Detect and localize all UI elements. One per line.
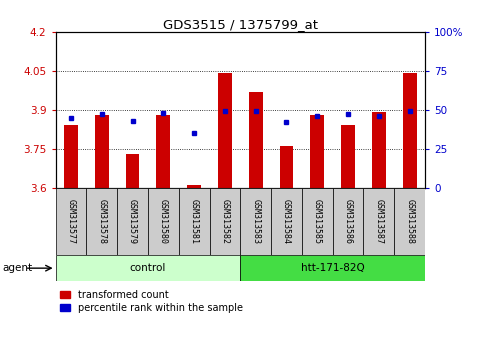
Bar [95, 115, 109, 188]
Text: GSM313578: GSM313578 [97, 199, 106, 244]
Text: GSM313579: GSM313579 [128, 199, 137, 244]
Text: GSM313581: GSM313581 [190, 199, 199, 244]
Bar [156, 115, 170, 188]
Bar [372, 112, 386, 188]
Bar [403, 73, 416, 188]
Bar [56, 255, 241, 281]
Bar [179, 188, 210, 255]
Bar [56, 188, 86, 255]
Text: GSM313582: GSM313582 [220, 199, 229, 244]
Text: GSM313577: GSM313577 [67, 199, 75, 244]
Bar [249, 92, 263, 188]
Text: GSM313584: GSM313584 [282, 199, 291, 244]
Bar [210, 188, 240, 255]
Text: agent: agent [2, 263, 32, 273]
Bar [240, 188, 271, 255]
Bar [86, 188, 117, 255]
Bar [64, 125, 78, 188]
Text: GSM313580: GSM313580 [159, 199, 168, 244]
Bar [240, 255, 425, 281]
Bar [302, 188, 333, 255]
Bar [280, 146, 293, 188]
Bar [394, 188, 425, 255]
Text: GSM313587: GSM313587 [374, 199, 384, 244]
Bar [187, 185, 201, 188]
Text: GSM313585: GSM313585 [313, 199, 322, 244]
Bar [333, 188, 364, 255]
Bar [271, 188, 302, 255]
Bar [126, 154, 140, 188]
Text: GSM313588: GSM313588 [405, 199, 414, 244]
Bar [218, 73, 232, 188]
Text: GSM313586: GSM313586 [343, 199, 353, 244]
Text: GSM313583: GSM313583 [251, 199, 260, 244]
Bar [364, 188, 394, 255]
Bar [117, 188, 148, 255]
Title: GDS3515 / 1375799_at: GDS3515 / 1375799_at [163, 18, 318, 31]
Text: htt-171-82Q: htt-171-82Q [301, 263, 365, 273]
Text: control: control [130, 263, 166, 273]
Bar [341, 125, 355, 188]
Legend: transformed count, percentile rank within the sample: transformed count, percentile rank withi… [60, 290, 243, 313]
Bar [148, 188, 179, 255]
Bar [311, 115, 324, 188]
